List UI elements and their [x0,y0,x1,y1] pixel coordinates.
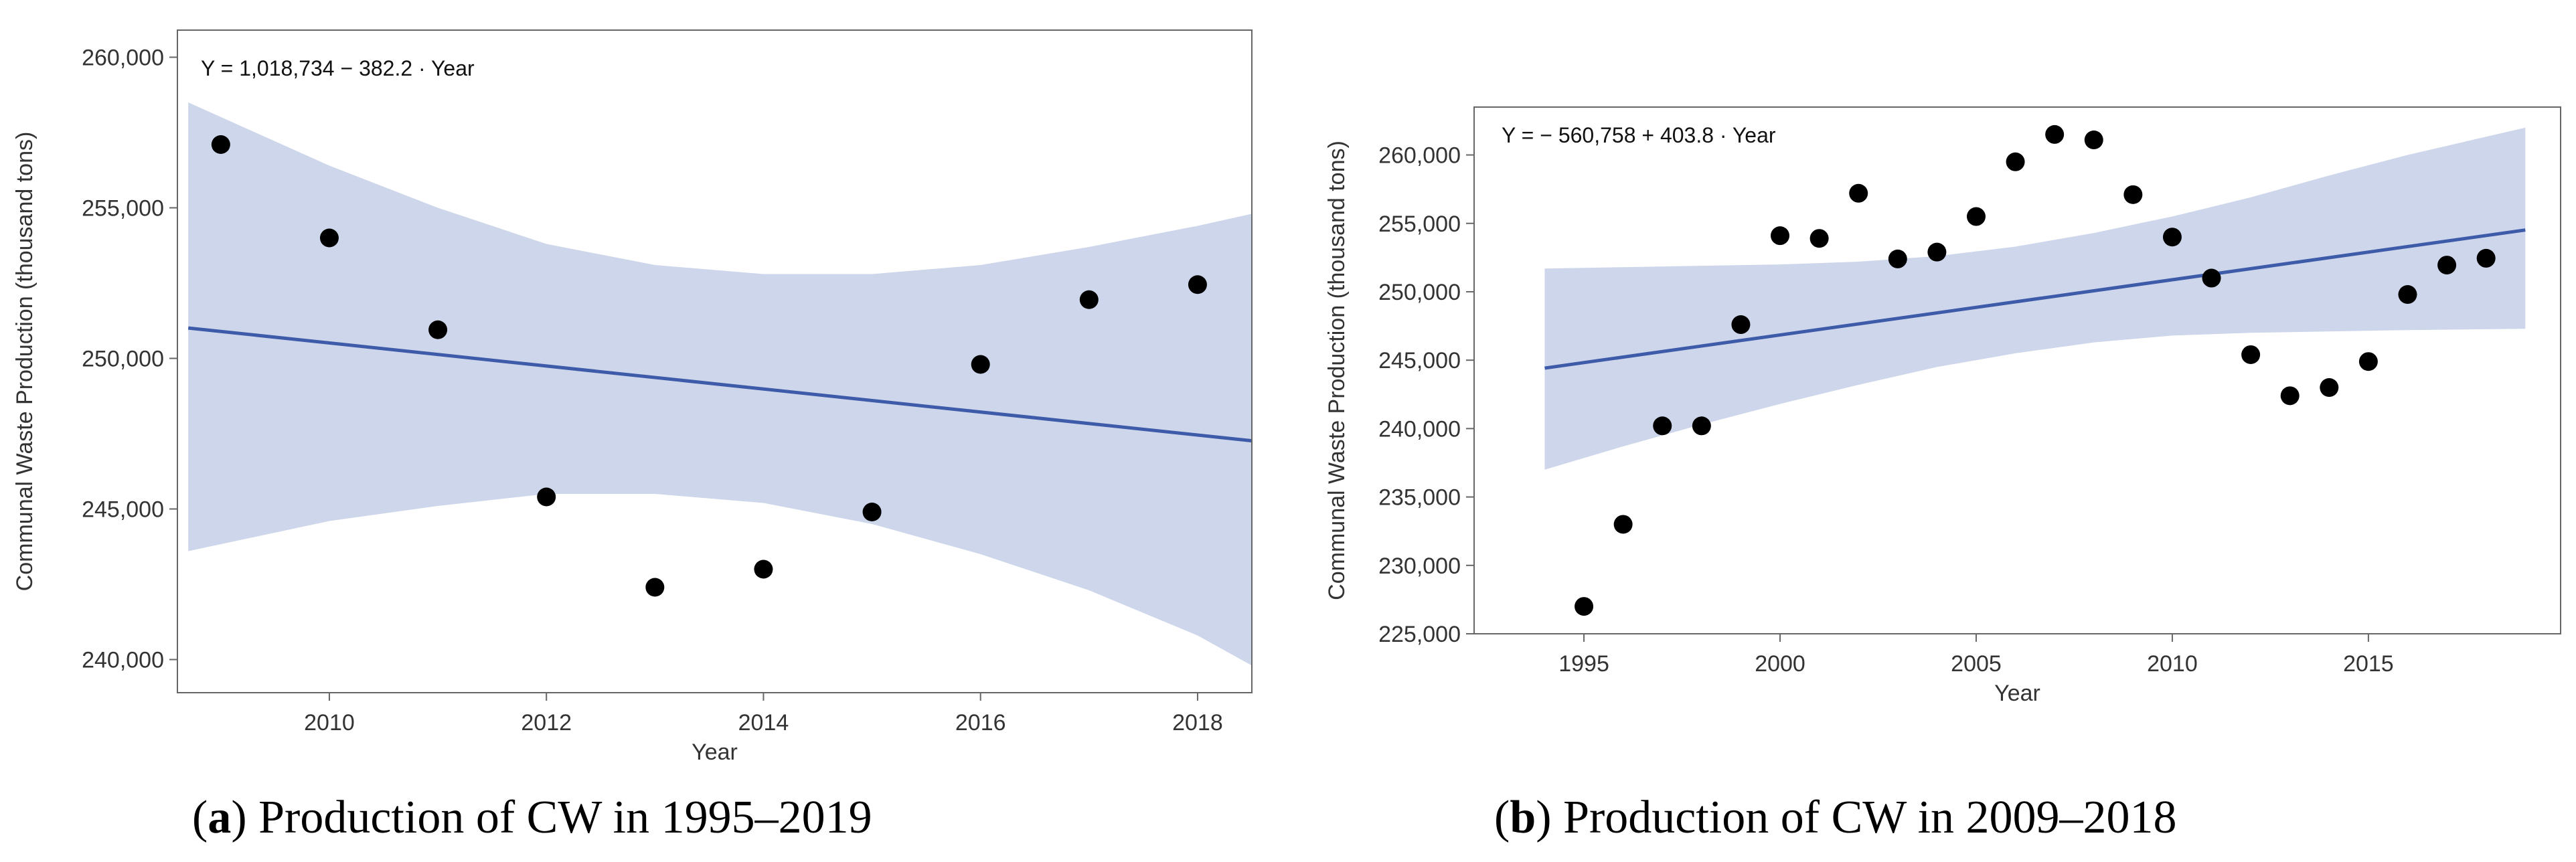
y-axis-title: Communal Waste Production (thousand tons… [1324,141,1350,600]
data-point [1079,290,1099,309]
y-tick-label: 245,000 [1378,348,1461,373]
y-tick-label: 250,000 [1378,280,1461,305]
data-point [2476,248,2496,268]
x-axis-title: Year [692,740,738,765]
data-point [319,228,339,248]
y-tick-label: 240,000 [1378,416,1461,442]
x-tick-label: 2005 [1951,651,2002,677]
caption-b: (b) Production of CW in 2009–2018 [1494,792,2177,843]
y-tick-label: 245,000 [82,497,164,523]
caption-a: (a) Production of CW in 1995–2019 [192,792,872,843]
data-point [1575,597,1594,616]
data-point [2045,124,2065,144]
y-tick-label: 230,000 [1378,553,1461,579]
data-point [2358,352,2378,371]
y-tick-label: 260,000 [82,46,164,71]
data-point [1888,249,1907,268]
chart-a: 240,000 245,000 250,000 255,000 260,000 2010… [12,29,1253,765]
data-point [2320,378,2339,398]
data-point [2437,256,2457,275]
data-point [2123,185,2143,204]
data-point [1692,416,1711,436]
data-point [2162,228,2182,247]
data-point [2202,268,2221,288]
data-point [1966,207,1986,226]
y-tick-label: 255,000 [1378,211,1461,237]
regression-equation: Y = − 560,758 + 403.8 · Year [1502,123,1776,147]
data-point [1188,275,1207,294]
y-axis-title: Communal Waste Production (thousand tons… [12,132,37,592]
caption-a-text: Production of CW in 1995–2019 [258,792,872,843]
plot-frame [1473,106,2561,634]
x-tick-label: 2018 [1172,710,1223,736]
data-point [2006,152,2025,171]
x-tick-label: 2012 [521,710,572,736]
data-point [1613,515,1633,534]
regression-equation: Y = 1,018,734 − 382.2 · Year [201,56,475,80]
y-tick-label: 250,000 [82,347,164,372]
x-tick-label: 2010 [304,710,355,736]
data-point [1927,242,1947,262]
x-tick-label: 2015 [2343,651,2394,677]
data-point [211,135,230,154]
data-point [1771,226,1790,246]
x-tick-label: 2014 [738,710,789,736]
regression-line [187,326,1253,443]
y-tick-label: 240,000 [82,648,164,673]
caption-b-letter: b [1510,792,1536,843]
caption-b-text: Production of CW in 2009–2018 [1563,792,2177,843]
data-point [645,578,665,597]
data-point [1849,183,1868,203]
data-point [862,503,882,521]
x-tick-label: 1995 [1558,651,1609,677]
x-axis-title: Year [1994,681,2040,706]
y-tick-label: 255,000 [82,196,164,222]
y-tick-label: 235,000 [1378,485,1461,511]
data-point [2241,345,2261,364]
regression-line [1544,228,2526,370]
data-point [537,487,556,507]
data-point [2084,131,2103,150]
y-tick-label: 225,000 [1378,622,1461,647]
x-tick-label: 2000 [1755,651,1805,677]
data-point [754,559,773,579]
chart-b: 225,000 230,000 235,000 240,000 245,000 250,0… [1324,106,2561,706]
data-point [2398,285,2417,305]
plot-frame [177,29,1253,693]
data-point [1731,315,1751,335]
data-point [2280,386,2300,406]
x-tick-label: 2010 [2147,651,2198,677]
y-tick-label: 260,000 [1378,143,1461,169]
caption-a-letter: a [208,792,232,843]
data-point [428,320,448,339]
x-tick-label: 2016 [955,710,1006,736]
data-point [1653,416,1672,436]
data-point [1809,229,1829,248]
data-point [971,355,990,374]
